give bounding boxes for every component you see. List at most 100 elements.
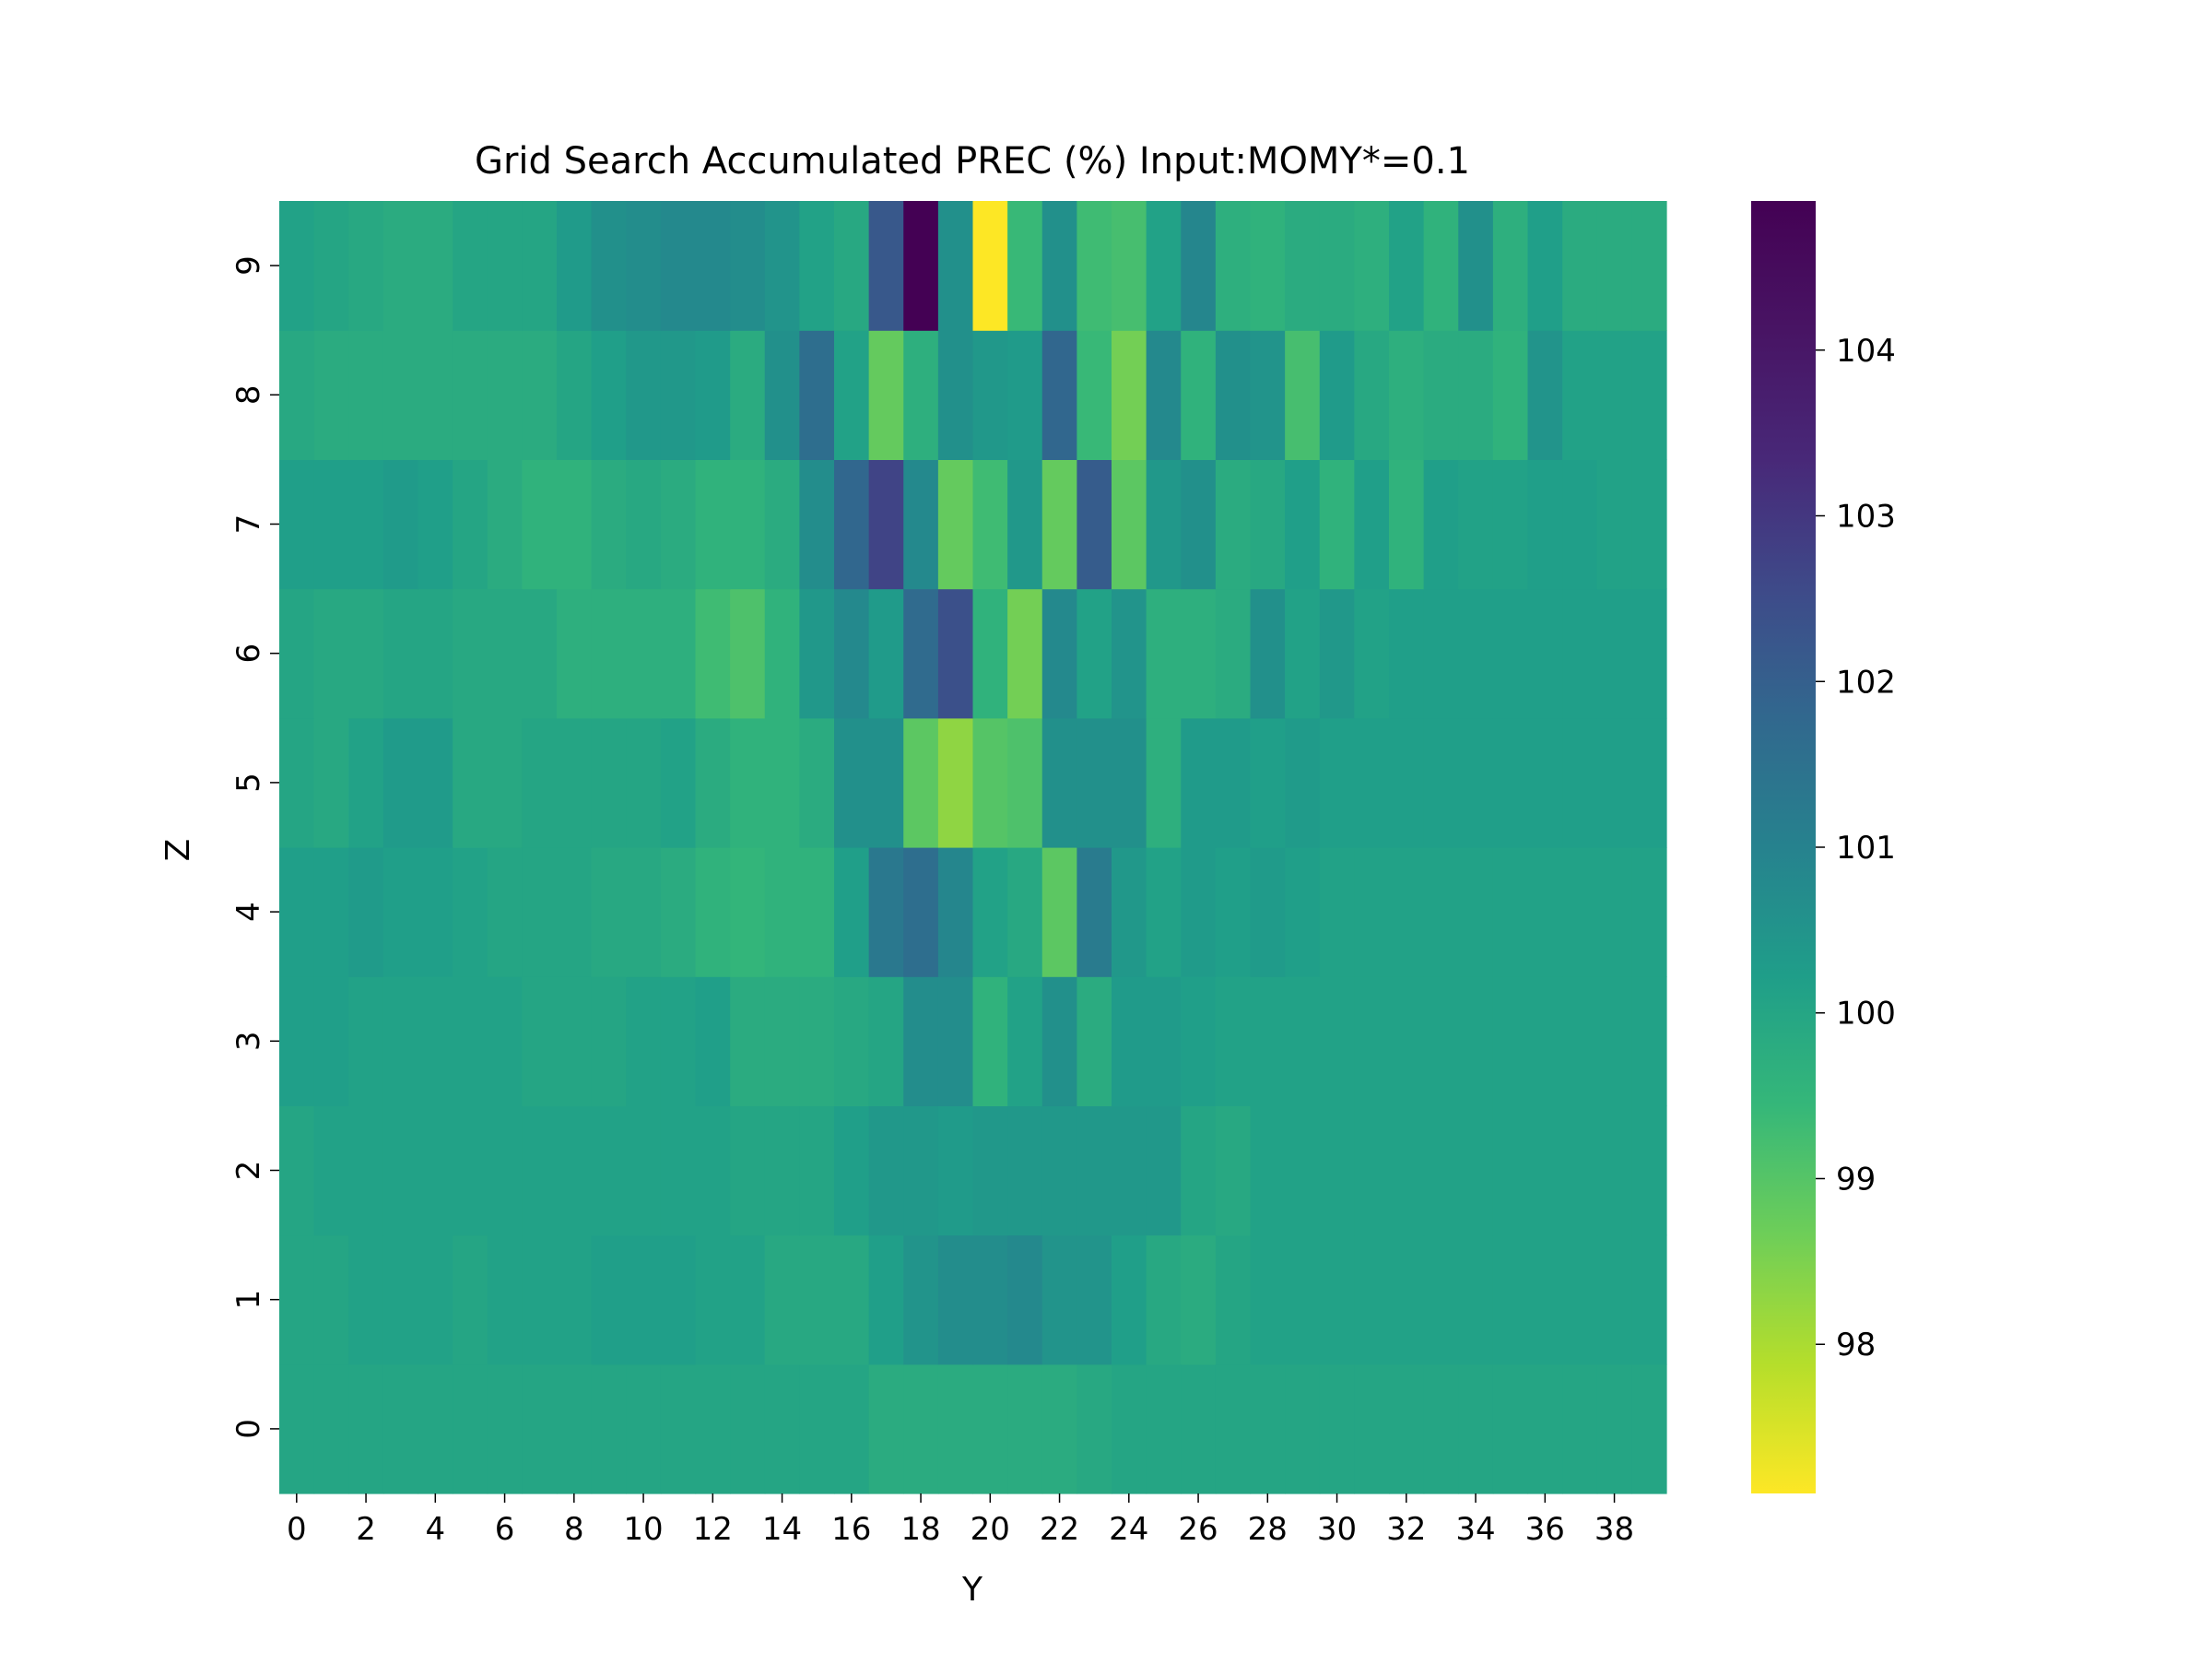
heatmap-cell: [1285, 847, 1321, 977]
heatmap-cell: [937, 201, 974, 331]
heatmap-cell: [1112, 330, 1147, 460]
heatmap-cell: [1458, 976, 1494, 1106]
heatmap-cell: [660, 1105, 697, 1236]
heatmap-cell: [764, 1234, 800, 1365]
heatmap-cell: [764, 1363, 800, 1494]
heatmap-cell: [1007, 588, 1043, 719]
heatmap-cell: [453, 1105, 488, 1236]
heatmap-cell: [418, 1363, 453, 1494]
heatmap-cell: [1562, 330, 1598, 460]
heatmap-cell: [557, 330, 593, 460]
heatmap-cell: [972, 1105, 1008, 1236]
heatmap-cell: [1423, 1234, 1459, 1365]
heatmap-cell: [1492, 1363, 1529, 1494]
heatmap-cell: [279, 330, 315, 460]
heatmap-cell: [1562, 201, 1598, 331]
heatmap-cell: [591, 1105, 627, 1236]
heatmap-cell: [453, 201, 488, 331]
heatmap-cell: [903, 717, 939, 848]
heatmap-cell: [1354, 459, 1390, 590]
heatmap-cell: [937, 717, 974, 848]
y-axis: 0 1 2 3 4 5 6 7 8 9: [230, 255, 279, 1439]
heatmap-cell: [1458, 1363, 1494, 1494]
heatmap-cell: [487, 459, 523, 590]
heatmap-cell: [1562, 847, 1598, 977]
heatmap-cell: [348, 1234, 384, 1365]
colorbar-tick-label: 102: [1836, 664, 1896, 701]
heatmap-cell: [1181, 1105, 1217, 1236]
heatmap-cell: [799, 976, 835, 1106]
heatmap-cell: [1041, 588, 1077, 719]
heatmap-cell: [1112, 1234, 1147, 1365]
heatmap-cell: [730, 201, 766, 331]
y-tick-label: 3: [230, 1031, 267, 1051]
heatmap-cell: [799, 1363, 835, 1494]
x-tick-label: 18: [900, 1511, 940, 1548]
heatmap-cell: [730, 588, 766, 719]
heatmap-cell: [1423, 330, 1459, 460]
x-axis: 0 2 4 6 8 10 12 14 16 18 20 22 24 26 28 30 32 34 36 38: [287, 1493, 1634, 1548]
x-tick-label: 0: [287, 1511, 307, 1548]
heatmap-cell: [1146, 847, 1182, 977]
heatmap-cell: [1146, 717, 1182, 848]
x-tick-label: 28: [1248, 1511, 1288, 1548]
heatmap-cell: [418, 201, 453, 331]
heatmap-cell: [1527, 1234, 1563, 1365]
heatmap-cell: [279, 459, 315, 590]
heatmap-cell: [799, 201, 835, 331]
heatmap-cell: [1389, 201, 1425, 331]
heatmap-cell: [834, 459, 870, 590]
heatmap-cell: [313, 1363, 349, 1494]
heatmap-cell: [1007, 1363, 1043, 1494]
heatmap-cell: [382, 1105, 419, 1236]
heatmap-cell: [1423, 588, 1459, 719]
heatmap-cell: [695, 1234, 731, 1365]
heatmap-cell: [1354, 1105, 1390, 1236]
heatmap-cell: [1423, 847, 1459, 977]
heatmap-cell: [1285, 588, 1321, 719]
heatmap-cell: [279, 847, 315, 977]
x-tick-label: 32: [1386, 1511, 1426, 1548]
heatmap-cell: [868, 201, 904, 331]
heatmap-cell: [1458, 459, 1494, 590]
heatmap-cell: [1354, 330, 1390, 460]
heatmap-cell: [382, 717, 419, 848]
heatmap-cell: [1041, 201, 1077, 331]
heatmap-cell: [799, 1234, 835, 1365]
heatmap-cell: [522, 459, 558, 590]
heatmap-cell: [903, 459, 939, 590]
heatmap-cell: [557, 1234, 593, 1365]
heatmap-cell: [487, 1363, 523, 1494]
heatmap-cell: [868, 1105, 904, 1236]
heatmap-cell: [1631, 717, 1667, 848]
heatmap-cell: [1146, 976, 1182, 1106]
heatmap-cell: [1631, 1363, 1667, 1494]
heatmap-cell: [1077, 330, 1112, 460]
heatmap-cell: [799, 717, 835, 848]
heatmap-cell: [903, 330, 939, 460]
heatmap-cell: [487, 1234, 523, 1365]
heatmap-cell: [591, 201, 627, 331]
heatmap-cell: [1631, 976, 1667, 1106]
heatmap-cell: [1181, 847, 1217, 977]
heatmap-cell: [764, 717, 800, 848]
heatmap-cell: [1285, 459, 1321, 590]
heatmap-cell: [626, 201, 662, 331]
heatmap-cell: [557, 976, 593, 1106]
x-tick-label: 12: [693, 1511, 733, 1548]
heatmap-cell: [1631, 1234, 1667, 1365]
heatmap-cell: [1354, 588, 1390, 719]
heatmap-cell: [868, 976, 904, 1106]
heatmap-cell: [1596, 1234, 1632, 1365]
heatmap-cell: [1319, 1105, 1355, 1236]
heatmap-cell: [1250, 717, 1286, 848]
heatmap-cell: [453, 588, 488, 719]
heatmap-cell: [764, 588, 800, 719]
heatmap-cell: [1562, 717, 1598, 848]
heatmap-cell: [1319, 330, 1355, 460]
heatmap-cell: [1527, 717, 1563, 848]
heatmap-cell: [1389, 588, 1425, 719]
heatmap-cell: [313, 588, 349, 719]
heatmap-cell: [1562, 459, 1598, 590]
